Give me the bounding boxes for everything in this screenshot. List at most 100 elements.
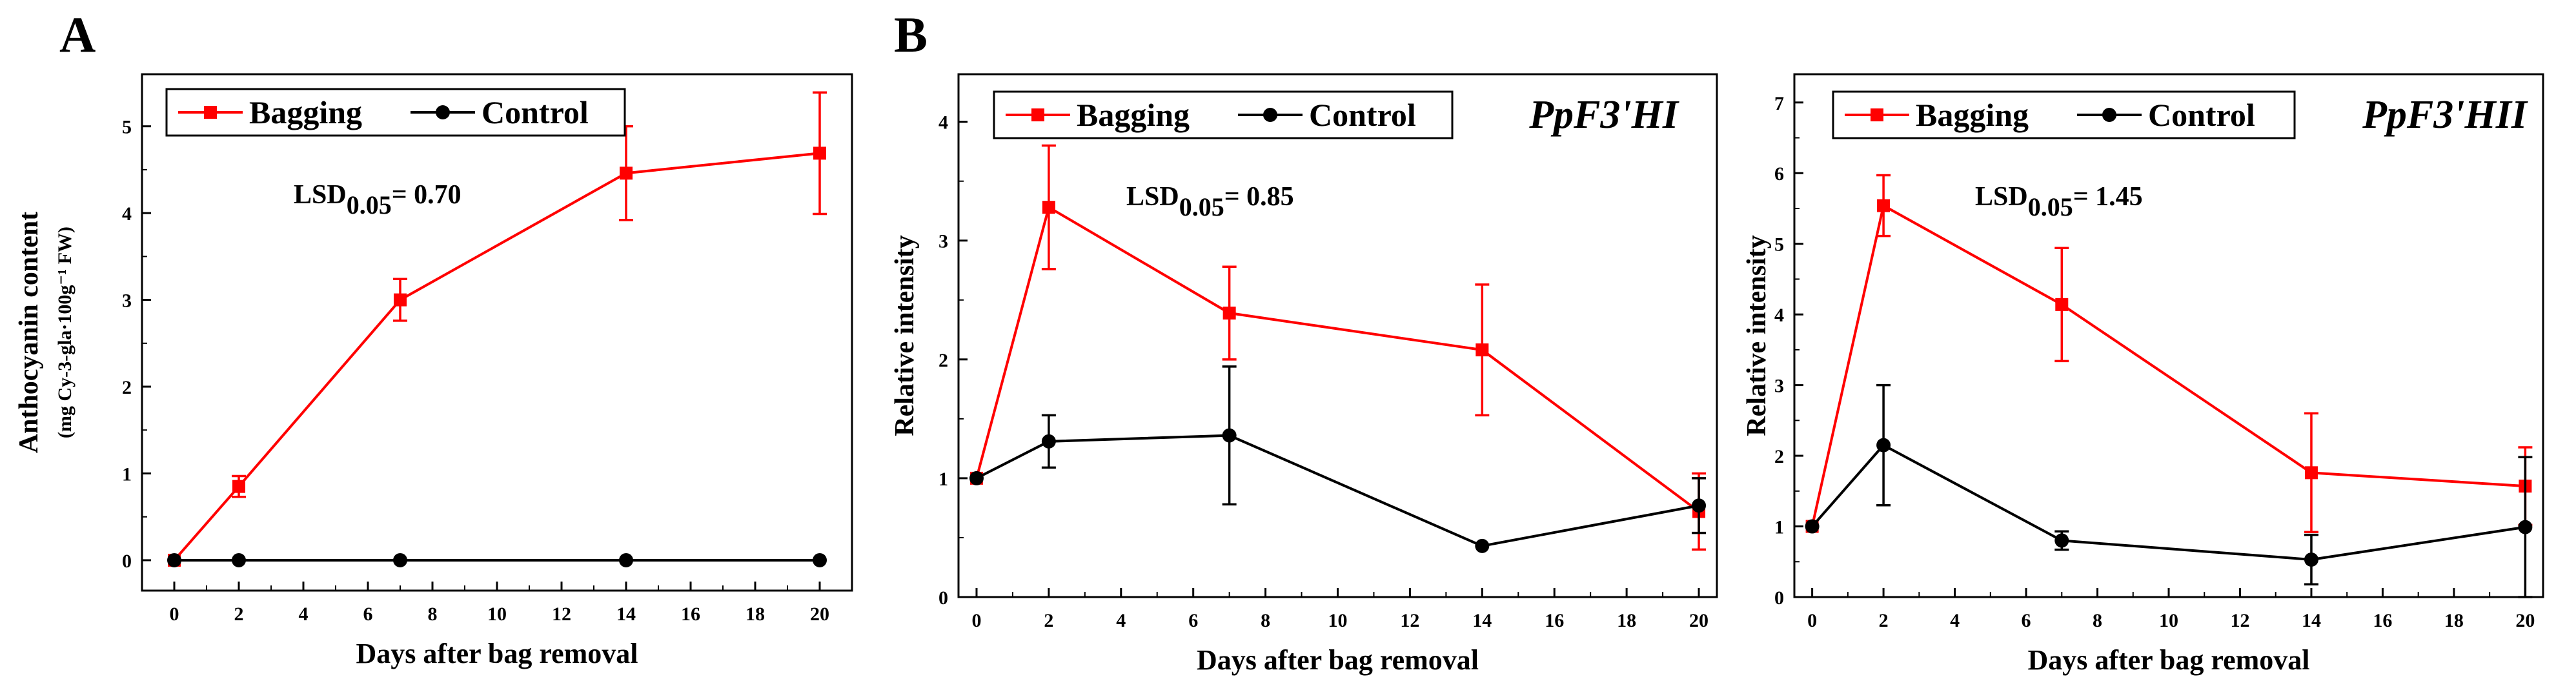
legend-label: Bagging xyxy=(1077,97,1190,133)
y-tick-label: 1 xyxy=(122,463,132,485)
x-tick-label: 4 xyxy=(299,604,309,625)
y-tick-label: 2 xyxy=(122,377,132,398)
x-tick-label: 10 xyxy=(2159,610,2178,631)
x-axis-label: Days after bag removal xyxy=(356,638,638,669)
lsd-main: LSD xyxy=(1126,182,1179,212)
data-point xyxy=(813,147,826,160)
data-point xyxy=(969,471,984,485)
x-tick-label: 12 xyxy=(2230,610,2249,631)
x-tick-label: 16 xyxy=(2373,610,2392,631)
x-tick-label: 14 xyxy=(2302,610,2321,631)
x-tick-label: 10 xyxy=(487,604,507,625)
legend-label: Control xyxy=(1309,97,1416,133)
lsd-main: LSD xyxy=(294,180,347,210)
y-tick-label: 3 xyxy=(1774,376,1784,397)
x-tick-label: 18 xyxy=(2444,610,2464,631)
y-tick-label: 4 xyxy=(1774,305,1784,326)
legend-label: Bagging xyxy=(249,94,362,130)
lsd-value: = 0.85 xyxy=(1224,182,1294,212)
lsd-annotation: LSD0.05= 1.45 xyxy=(1975,182,2143,221)
data-point xyxy=(813,553,827,567)
x-tick-label: 4 xyxy=(1950,610,1960,631)
lsd-value: = 0.70 xyxy=(392,180,461,210)
data-point xyxy=(620,167,633,180)
data-point xyxy=(2054,533,2069,548)
x-tick-label: 2 xyxy=(234,604,244,625)
data-point xyxy=(1222,307,1236,320)
x-tick-label: 16 xyxy=(1545,610,1564,631)
data-point xyxy=(1692,498,1707,513)
data-point xyxy=(1041,434,1056,449)
series-control xyxy=(167,553,827,567)
y-tick-label: 5 xyxy=(122,117,132,138)
x-tick-label: 18 xyxy=(1617,610,1636,631)
y-tick-label: 1 xyxy=(1774,517,1784,538)
x-tick-label: 8 xyxy=(2093,610,2102,631)
y-tick-label: 7 xyxy=(1774,93,1784,114)
panel-letter-b: B xyxy=(894,6,928,63)
data-point xyxy=(1877,199,1891,212)
y-tick-label: 2 xyxy=(1774,446,1784,467)
data-point xyxy=(232,553,246,567)
x-tick-label: 2 xyxy=(1044,610,1053,631)
y-tick-label: 6 xyxy=(1774,163,1784,185)
legend-label: Control xyxy=(2148,97,2255,133)
x-tick-label: 12 xyxy=(1400,610,1419,631)
data-point xyxy=(1475,538,1490,553)
x-tick-label: 6 xyxy=(363,604,373,625)
gene-title: PpF3'HI xyxy=(1528,93,1679,137)
y-axis-label: Relative intensity xyxy=(1742,235,1772,436)
x-tick-label: 2 xyxy=(1879,610,1889,631)
lsd-main: LSD xyxy=(1975,182,2028,212)
series-control xyxy=(1805,383,2533,598)
data-point xyxy=(1476,343,1489,357)
lsd-subscript: 0.05 xyxy=(1179,192,1224,221)
x-tick-label: 14 xyxy=(1472,610,1492,631)
data-point xyxy=(232,480,245,493)
x-tick-label: 6 xyxy=(2022,610,2031,631)
x-tick-label: 0 xyxy=(1807,610,1817,631)
y-tick-label: 0 xyxy=(938,587,948,609)
x-tick-label: 0 xyxy=(971,610,981,631)
legend-swatch-marker xyxy=(436,105,450,119)
x-tick-label: 14 xyxy=(616,604,636,625)
x-axis-label: Days after bag removal xyxy=(1197,644,1479,676)
legend-swatch-marker xyxy=(2102,108,2116,122)
data-point xyxy=(394,293,407,307)
y-tick-label: 3 xyxy=(938,231,948,252)
x-axis-label: Days after bag removal xyxy=(2027,644,2309,676)
legend-swatch-marker xyxy=(204,106,217,119)
y-tick-label: 4 xyxy=(122,203,132,225)
y-tick-label: 3 xyxy=(122,290,132,312)
lsd-annotation: LSD0.05= 0.85 xyxy=(1126,182,1294,221)
data-point xyxy=(2304,466,2318,480)
x-tick-label: 8 xyxy=(1261,610,1270,631)
data-point xyxy=(393,553,407,567)
legend-label: Bagging xyxy=(1916,97,2029,133)
legend-box xyxy=(993,90,1454,139)
lsd-value: = 1.45 xyxy=(2073,182,2143,212)
data-point xyxy=(2304,552,2318,567)
data-point xyxy=(167,553,181,567)
y-tick-label: 2 xyxy=(938,350,948,371)
x-tick-label: 12 xyxy=(552,604,571,625)
x-tick-label: 4 xyxy=(1116,610,1126,631)
y-axis-unit: (mg Cy-3-gla·100g⁻¹ FW) xyxy=(54,227,76,438)
legend-box xyxy=(1832,90,2296,139)
panel-letter-a: A xyxy=(59,6,96,63)
legend-swatch-marker xyxy=(1263,108,1277,122)
x-tick-label: 6 xyxy=(1188,610,1198,631)
x-tick-label: 8 xyxy=(428,604,438,625)
legend: Bagging Control xyxy=(165,88,626,137)
x-tick-label: 20 xyxy=(1689,610,1709,631)
x-tick-label: 20 xyxy=(2515,610,2535,631)
y-axis-label: Anthocyanin content xyxy=(14,212,44,454)
x-tick-label: 0 xyxy=(170,604,179,625)
legend: Bagging Control xyxy=(993,90,1454,139)
y-axis-label: Relative intensity xyxy=(890,235,920,436)
series-control xyxy=(969,365,1707,553)
x-tick-label: 16 xyxy=(681,604,700,625)
legend-swatch-marker xyxy=(1031,108,1044,121)
